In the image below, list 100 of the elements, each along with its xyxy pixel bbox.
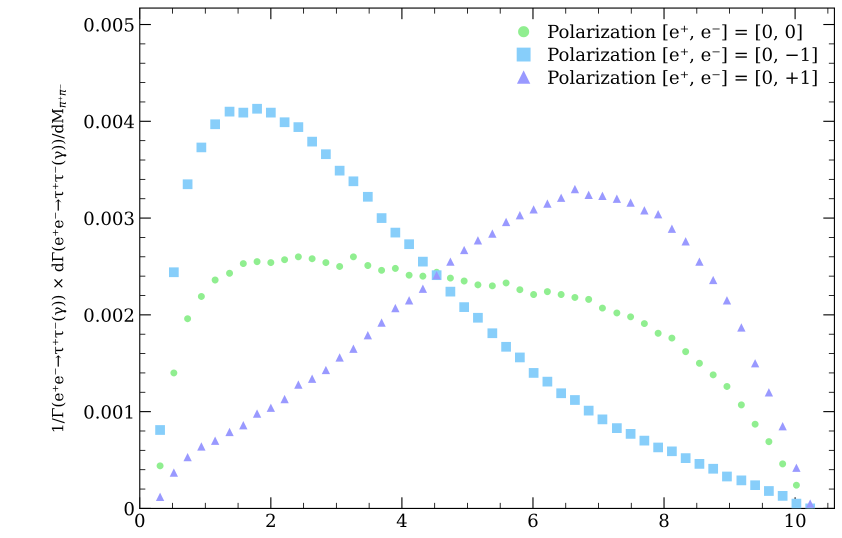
point: [156, 462, 164, 470]
point: [196, 142, 206, 152]
point: [529, 205, 538, 214]
point: [182, 179, 192, 190]
point: [362, 192, 373, 202]
point: [459, 302, 470, 312]
point: [280, 117, 290, 128]
point: [668, 334, 676, 342]
point: [238, 108, 248, 118]
point: [155, 425, 165, 435]
point: [530, 291, 538, 298]
point: [765, 438, 772, 446]
point: [349, 344, 358, 353]
point: [585, 296, 592, 303]
point: [571, 294, 578, 301]
legend-label: Polarization [e⁺, e⁻] = [0, +1]: [548, 70, 817, 86]
point: [170, 468, 178, 477]
point: [460, 278, 468, 284]
point: [254, 258, 261, 266]
point: [680, 453, 691, 463]
point: [516, 211, 524, 220]
point: [668, 224, 676, 233]
point: [446, 286, 456, 296]
point: [556, 194, 566, 202]
point: [377, 318, 386, 327]
point: [792, 464, 801, 472]
point: [626, 429, 636, 439]
point: [392, 264, 399, 272]
point: [570, 184, 580, 194]
point: [695, 257, 704, 266]
point: [710, 371, 717, 378]
point: [294, 122, 304, 132]
point: [308, 255, 316, 262]
point: [280, 394, 289, 404]
point: [584, 406, 594, 416]
point: [156, 492, 164, 501]
point: [654, 210, 662, 218]
point: [170, 369, 178, 376]
point: [598, 192, 607, 200]
point: [239, 421, 248, 430]
point: [364, 262, 372, 269]
point: [294, 380, 303, 389]
point: [528, 368, 538, 378]
point: [322, 366, 330, 374]
point: [752, 420, 759, 428]
point: [418, 284, 428, 293]
y-tick-label: 0.003: [84, 212, 134, 226]
y-tick-label: 0.002: [84, 308, 134, 322]
point: [168, 267, 179, 278]
point: [487, 328, 498, 338]
point: [348, 176, 358, 186]
point: [210, 119, 220, 130]
x-tick-label: 6: [528, 514, 538, 528]
point: [556, 388, 566, 398]
point: [598, 304, 606, 312]
x-tick-label: 8: [660, 514, 669, 528]
point: [474, 236, 482, 245]
point: [266, 404, 276, 412]
point: [404, 239, 414, 250]
point: [542, 376, 552, 386]
point: [792, 482, 800, 489]
point: [294, 253, 302, 260]
point: [224, 106, 234, 116]
x-tick-label: 0: [135, 514, 144, 528]
point: [460, 246, 468, 254]
point: [709, 276, 718, 284]
point: [654, 330, 662, 337]
point: [558, 291, 565, 298]
point: [667, 446, 677, 456]
y-tick-label: 0.004: [84, 114, 134, 128]
point: [335, 353, 344, 362]
point: [612, 423, 622, 433]
point: [626, 198, 635, 207]
point: [378, 266, 386, 274]
y-axis-title: 1/Γ(e⁺e⁻→τ⁺τ⁻(γ)) × dΓ(e⁺e⁻→τ⁺τ⁻(γ))/dM$_{π⁺π⁻}$: [52, 84, 66, 432]
point: [682, 348, 690, 356]
point: [696, 360, 703, 367]
y-tick-label: 0.001: [84, 405, 132, 419]
point: [544, 288, 551, 296]
point: [488, 229, 497, 238]
point: [322, 259, 330, 266]
point: [502, 218, 510, 226]
point: [543, 199, 552, 208]
point: [197, 442, 206, 451]
point: [570, 395, 580, 405]
point: [708, 464, 718, 474]
point: [376, 213, 386, 223]
point: [737, 323, 746, 332]
point: [473, 312, 483, 323]
y-tick-label: 0.005: [84, 18, 134, 32]
point: [281, 256, 288, 264]
point: [446, 257, 455, 266]
point: [446, 274, 454, 282]
point: [198, 292, 205, 300]
point: [584, 190, 593, 200]
point: [516, 286, 524, 294]
point: [404, 296, 414, 305]
point: [806, 499, 814, 508]
point: [419, 272, 426, 280]
point: [764, 486, 774, 496]
